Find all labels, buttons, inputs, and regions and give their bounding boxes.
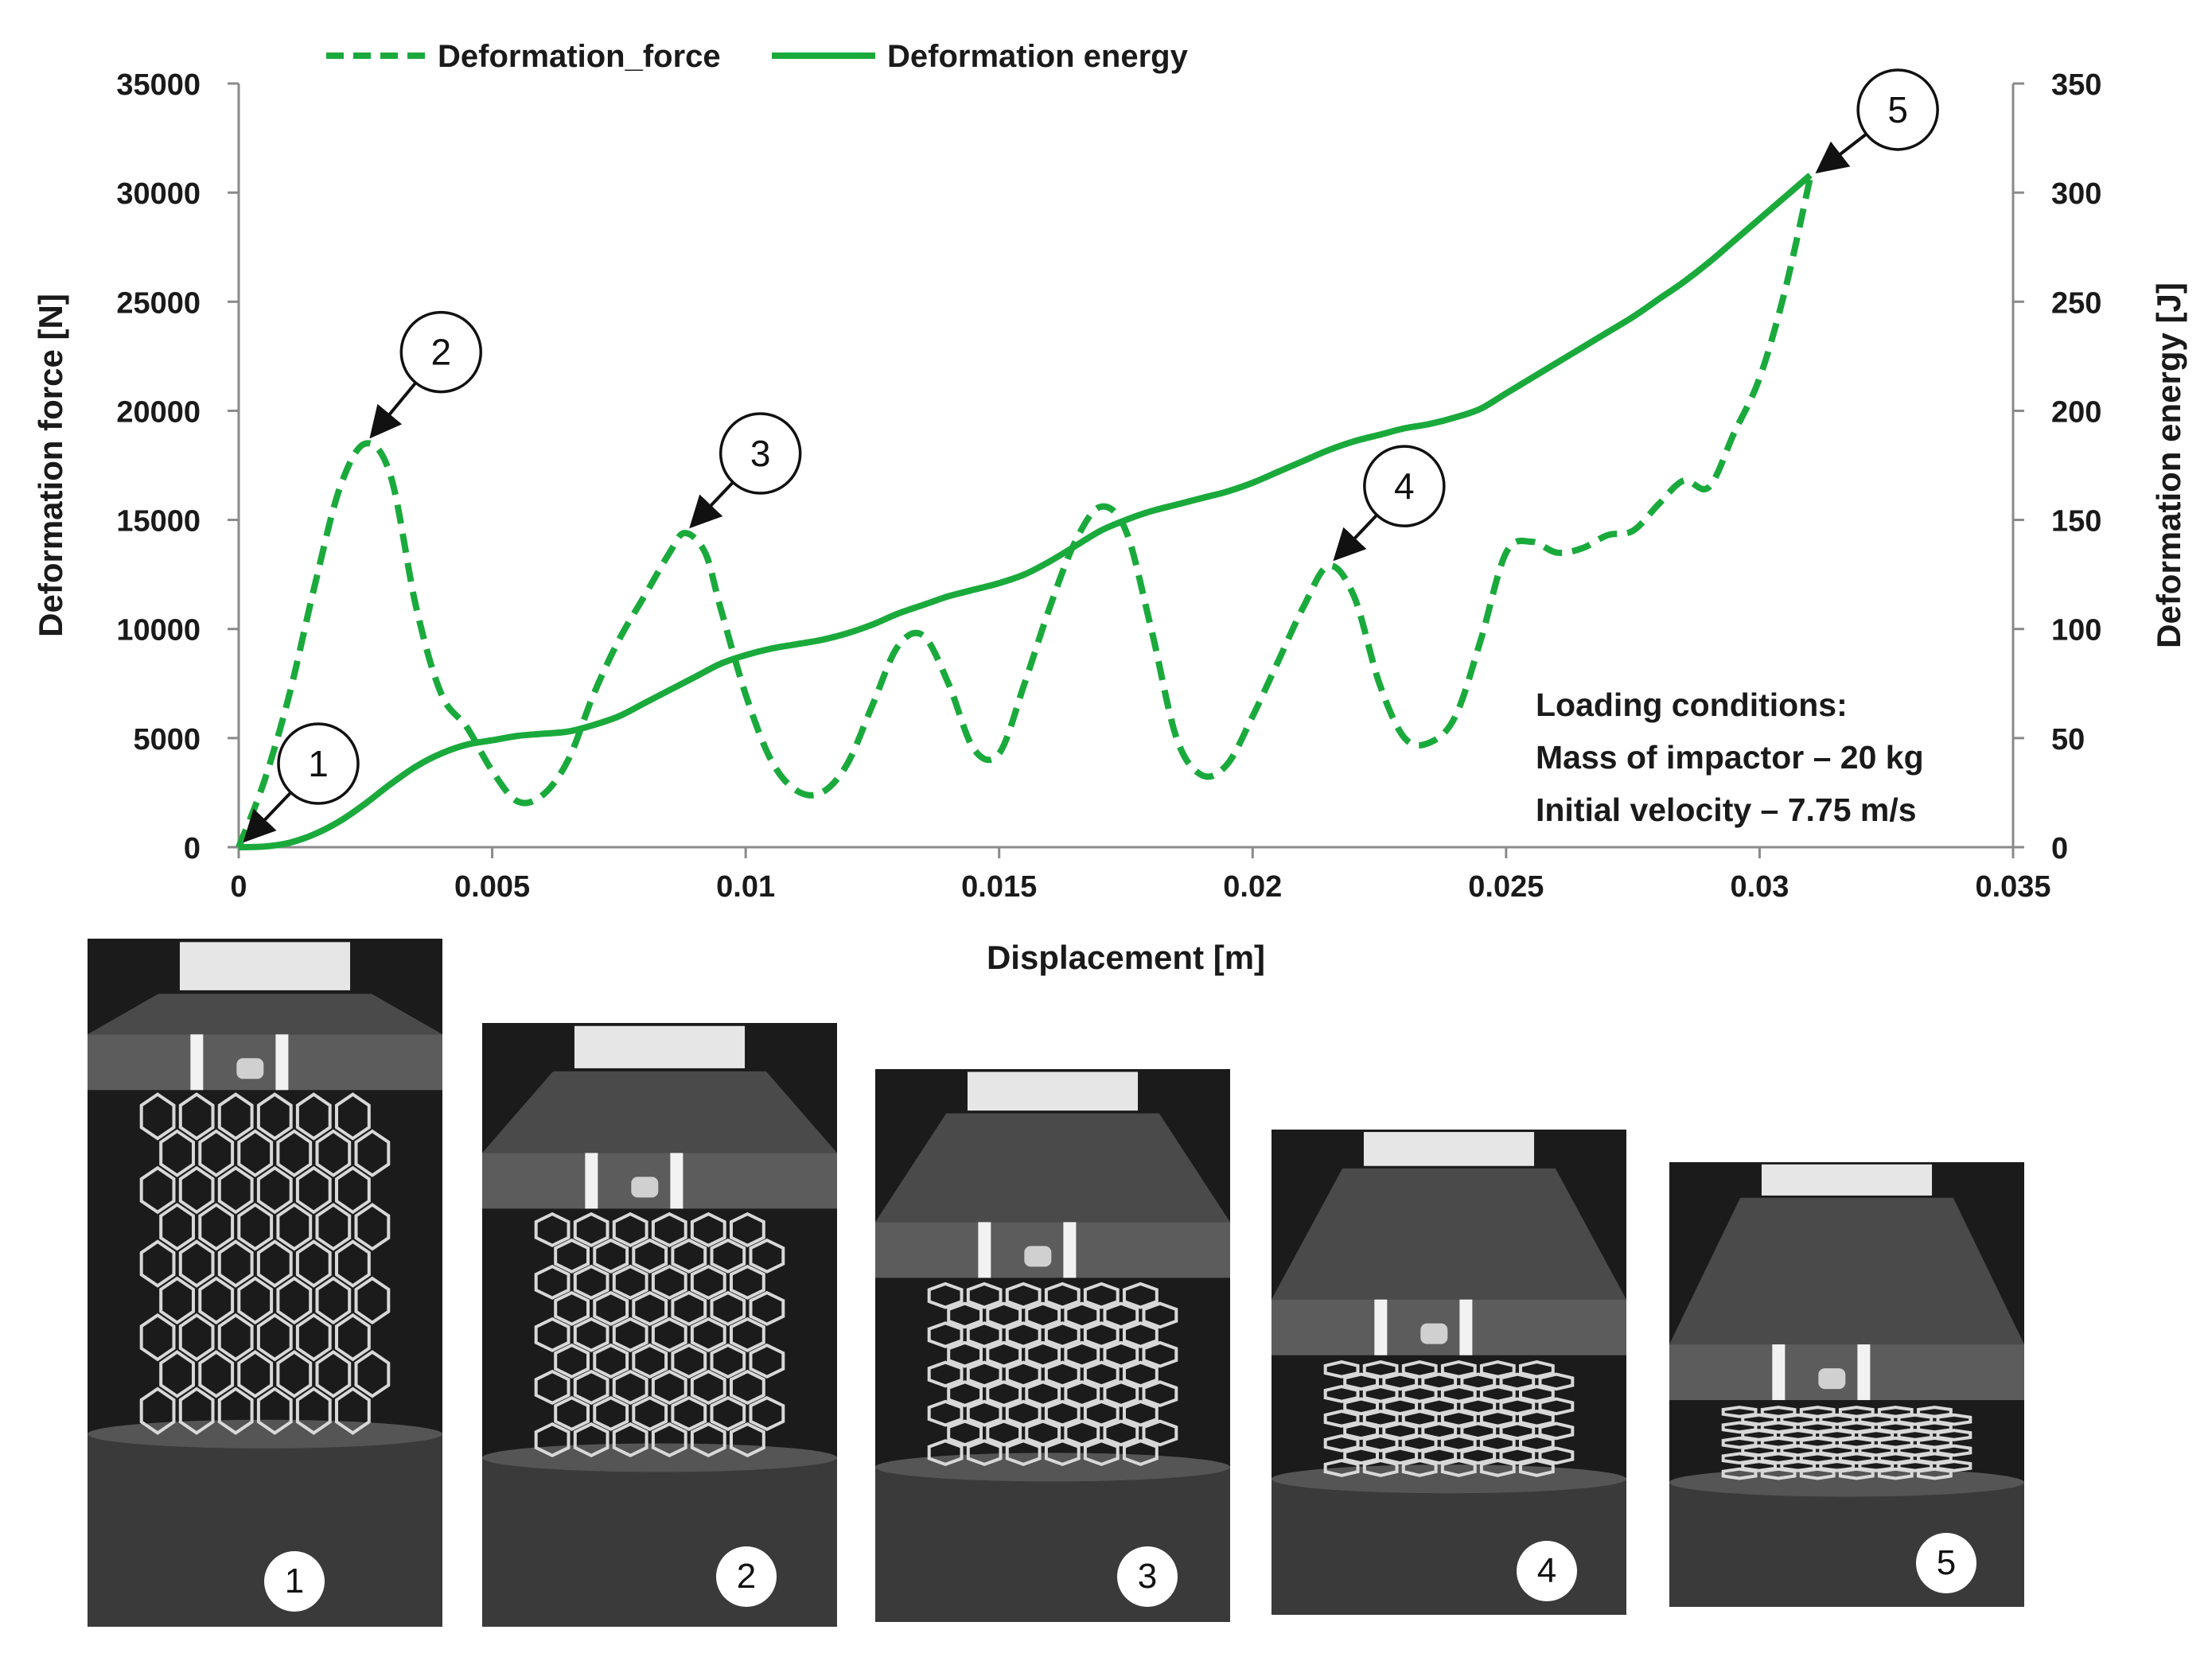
y2-tick-label: 0 (2051, 832, 2068, 865)
x-tick-label: 0.015 (961, 870, 1037, 904)
y-axis-left-title: Deformation force [N] (32, 294, 69, 637)
legend: Deformation_force Deformation energy (326, 39, 1189, 74)
photo-badge-5: 5 (1916, 1533, 1976, 1593)
annotation-label: 1 (308, 743, 329, 784)
y-tick-label: 20000 (116, 395, 201, 429)
y-axis-right-title: Deformation energy [J] (2150, 282, 2187, 648)
y-tick-label: 35000 (116, 68, 201, 102)
annotation-arrow (369, 381, 417, 439)
y2-tick-label: 300 (2051, 177, 2101, 211)
annotation-circle (1363, 445, 1446, 527)
legend-label-force: Deformation_force (438, 39, 721, 74)
x-tick-label: 0 (230, 870, 247, 904)
legend-label-energy: Deformation energy (887, 39, 1189, 74)
annotation-circle (399, 310, 483, 394)
annotation-circle (277, 722, 360, 805)
y2-tick-label: 200 (2051, 395, 2101, 429)
loading-conditions-box: Loading conditions: Mass of impactor – 2… (1536, 686, 1924, 828)
photo-illustration (875, 1069, 1230, 1622)
y2-tick-label: 250 (2051, 286, 2101, 320)
series-line-deformation-energy (238, 173, 1813, 850)
photo-illustration (88, 939, 442, 1627)
y2-tick-label: 50 (2051, 723, 2085, 756)
annotation-arrow (243, 791, 292, 843)
annotation-circle (719, 412, 802, 495)
annotation-label: 4 (1394, 465, 1415, 507)
photo-badge-2: 2 (716, 1546, 777, 1607)
loading-conditions-velocity: Initial velocity – 7.75 m/s (1536, 791, 1917, 828)
annotation-arrow (1815, 132, 1867, 174)
annotation-circle (1856, 68, 1939, 151)
x-tick-label: 0.005 (454, 870, 530, 904)
annotation-label: 5 (1887, 89, 1908, 130)
y-tick-label: 0 (184, 832, 201, 865)
y2-tick-label: 350 (2051, 68, 2101, 102)
chart-area: 0 0.005 0.01 0.015 0.02 0.025 0.03 0.0350500010… (32, 39, 2187, 976)
annotation-arrow (689, 480, 734, 529)
x-tick-label: 0.02 (1223, 870, 1282, 904)
photo-illustration (482, 1023, 837, 1627)
photo-stage-4: 4 (1272, 1130, 1626, 1615)
photo-stage-5: 5 (1669, 1162, 2024, 1607)
y-tick-label: 15000 (116, 505, 201, 539)
annotation-label: 2 (430, 332, 451, 373)
y-tick-label: 30000 (116, 177, 201, 211)
photo-badge-1: 1 (264, 1551, 325, 1612)
annotation-label: 3 (750, 433, 771, 474)
photo-stage-1: 1 (88, 939, 442, 1627)
x-axis-title: Displacement [m] (987, 939, 1265, 976)
loading-conditions-title: Loading conditions: (1536, 686, 1848, 723)
y-tick-label: 25000 (116, 286, 201, 320)
series-line-deformation-force (236, 177, 1814, 849)
y-tick-label: 5000 (133, 723, 201, 756)
photo-badge-4: 4 (1517, 1541, 1577, 1601)
photo-illustration (1669, 1162, 2024, 1607)
x-tick-label: 0.03 (1730, 870, 1789, 904)
y2-tick-label: 100 (2051, 614, 2101, 648)
y2-tick-label: 150 (2051, 505, 2101, 539)
photo-stage-3: 3 (875, 1069, 1230, 1622)
photo-badge-3: 3 (1117, 1546, 1178, 1607)
x-tick-label: 0.01 (716, 870, 775, 904)
loading-conditions-mass: Mass of impactor – 20 kg (1536, 739, 1924, 776)
y-tick-label: 10000 (116, 614, 201, 648)
x-tick-label: 0.035 (1975, 870, 2050, 904)
x-tick-label: 0.025 (1468, 870, 1544, 904)
photo-stage-2: 2 (482, 1023, 837, 1627)
annotation-arrow (1333, 514, 1378, 562)
photo-illustration (1272, 1130, 1626, 1615)
